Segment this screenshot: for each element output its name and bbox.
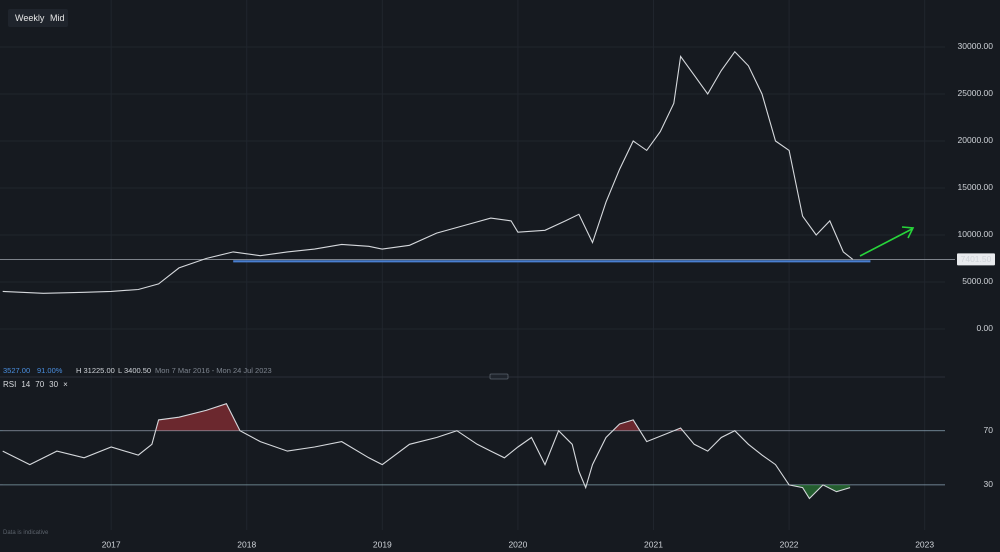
y-tick-label: 30 [984,479,994,489]
footnote: Data is indicative [3,530,49,536]
x-tick-label: 2018 [237,539,256,549]
x-tick-label: 2017 [102,539,121,549]
price-line [2,50,854,294]
y-tick-label: 70 [984,425,994,435]
y-tick-label: 15000.00 [958,182,994,192]
interval-button[interactable]: Weekly [15,13,45,23]
x-tick-label: 2019 [373,539,392,549]
indicator-param: 30 [49,380,59,389]
info-high: H 31225.00 [76,366,115,375]
y-tick-label: 20000.00 [958,135,994,145]
oversold-fill [584,484,851,499]
price-type-button[interactable]: Mid [50,13,65,23]
info-value: 3527.00 [3,366,31,375]
x-tick-label: 2020 [508,539,527,549]
indicator-param: 14 [21,380,31,389]
arrow-head [901,226,915,239]
arrow-annotation [859,228,913,257]
info-low: L 3400.50 [118,366,152,375]
x-tick-label: 2021 [644,539,663,549]
rsi-line [2,403,851,500]
y-tick-label: 5000.00 [962,276,993,286]
y-tick-label: 10000.00 [958,229,994,239]
overbought-fill [155,403,735,431]
y-tick-label: 0.00 [976,323,993,333]
x-tick-label: 2022 [780,539,799,549]
x-tick-label: 2023 [915,539,934,549]
pane-resize-handle[interactable] [489,373,509,380]
y-tick-label: 25000.00 [958,88,994,98]
indicator-name: RSI [3,380,17,389]
close-indicator[interactable]: × [63,380,68,389]
indicator-param: 70 [35,380,45,389]
toolbar [8,9,68,27]
info-percent: 91.00% [37,366,63,375]
current-price-label: 7401.50 [961,254,992,264]
current-price-box [957,253,995,266]
info-range: Mon 7 Mar 2016 - Mon 24 Jul 2023 [155,366,272,375]
indicator-label: RSI 14 70 30 × [3,380,73,389]
y-tick-label: 30000.00 [958,41,994,51]
